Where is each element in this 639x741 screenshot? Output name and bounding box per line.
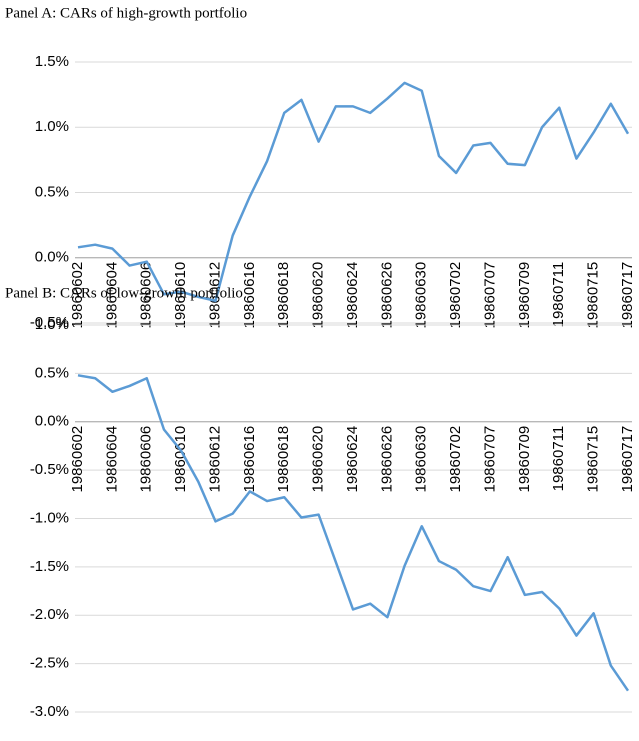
y-tick-label: 0.5%	[35, 183, 69, 200]
panel-title: Panel B: CARs of low-growth portfolio	[5, 285, 243, 301]
panel-title: Panel A: CARs of high-growth portfolio	[5, 5, 247, 21]
x-tick-label: 19860602	[69, 426, 86, 493]
x-tick-label: 19860602	[69, 262, 86, 329]
x-tick-label: 19860606	[138, 262, 155, 329]
x-tick-label: 19860620	[310, 262, 327, 329]
x-tick-label: 19860616	[241, 426, 258, 493]
x-tick-label: 19860610	[172, 262, 189, 329]
y-tick-label: 0.5%	[35, 364, 69, 381]
y-tick-label: 0.0%	[35, 413, 69, 430]
x-tick-label: 19860624	[344, 426, 361, 493]
x-tick-label: 19860630	[413, 262, 430, 329]
x-tick-label: 19860616	[241, 262, 258, 329]
y-tick-label: -0.5%	[30, 314, 69, 331]
y-tick-label: -2.5%	[30, 655, 69, 672]
y-tick-label: -2.0%	[30, 606, 69, 623]
x-tick-label: 19860618	[275, 262, 292, 329]
x-tick-label: 19860709	[516, 426, 533, 493]
line-series	[77, 374, 630, 692]
x-tick-label: 19860624	[344, 262, 361, 329]
x-tick-label: 19860604	[103, 426, 120, 493]
x-tick-label: 19860612	[206, 426, 223, 493]
x-tick-label: 19860702	[447, 426, 464, 493]
y-tick-label: -0.5%	[30, 461, 69, 478]
x-tick-label: 19860630	[413, 426, 430, 493]
x-tick-label: 19860711	[550, 262, 567, 328]
x-tick-label: 19860612	[206, 262, 223, 329]
x-tick-label: 19860702	[447, 262, 464, 329]
x-tick-label: 19860711	[550, 426, 567, 492]
x-tick-label: 19860610	[172, 426, 189, 493]
y-tick-label: -1.5%	[30, 558, 69, 575]
x-tick-label: 19860715	[585, 426, 602, 493]
x-tick-label: 19860709	[516, 262, 533, 329]
y-tick-label: 1.0%	[35, 118, 69, 135]
y-tick-label: 0.0%	[35, 249, 69, 266]
x-tick-label: 19860715	[585, 262, 602, 329]
x-tick-label: 19860620	[310, 426, 327, 493]
y-tick-label: 1.5%	[35, 53, 69, 70]
x-tick-label: 19860717	[619, 262, 636, 329]
y-tick-label: -3.0%	[30, 703, 69, 720]
x-tick-label: 19860717	[619, 426, 636, 493]
x-tick-label: 19860626	[378, 262, 395, 329]
x-tick-label: 19860618	[275, 426, 292, 493]
x-tick-label: 19860606	[138, 426, 155, 493]
x-tick-label: 19860707	[481, 426, 498, 493]
y-tick-label: 1.0%	[35, 316, 69, 333]
x-tick-label: 19860604	[103, 262, 120, 329]
x-tick-label: 19860626	[378, 426, 395, 493]
line-series	[77, 81, 630, 303]
x-tick-label: 19860707	[481, 262, 498, 329]
y-tick-label: -1.0%	[30, 509, 69, 526]
